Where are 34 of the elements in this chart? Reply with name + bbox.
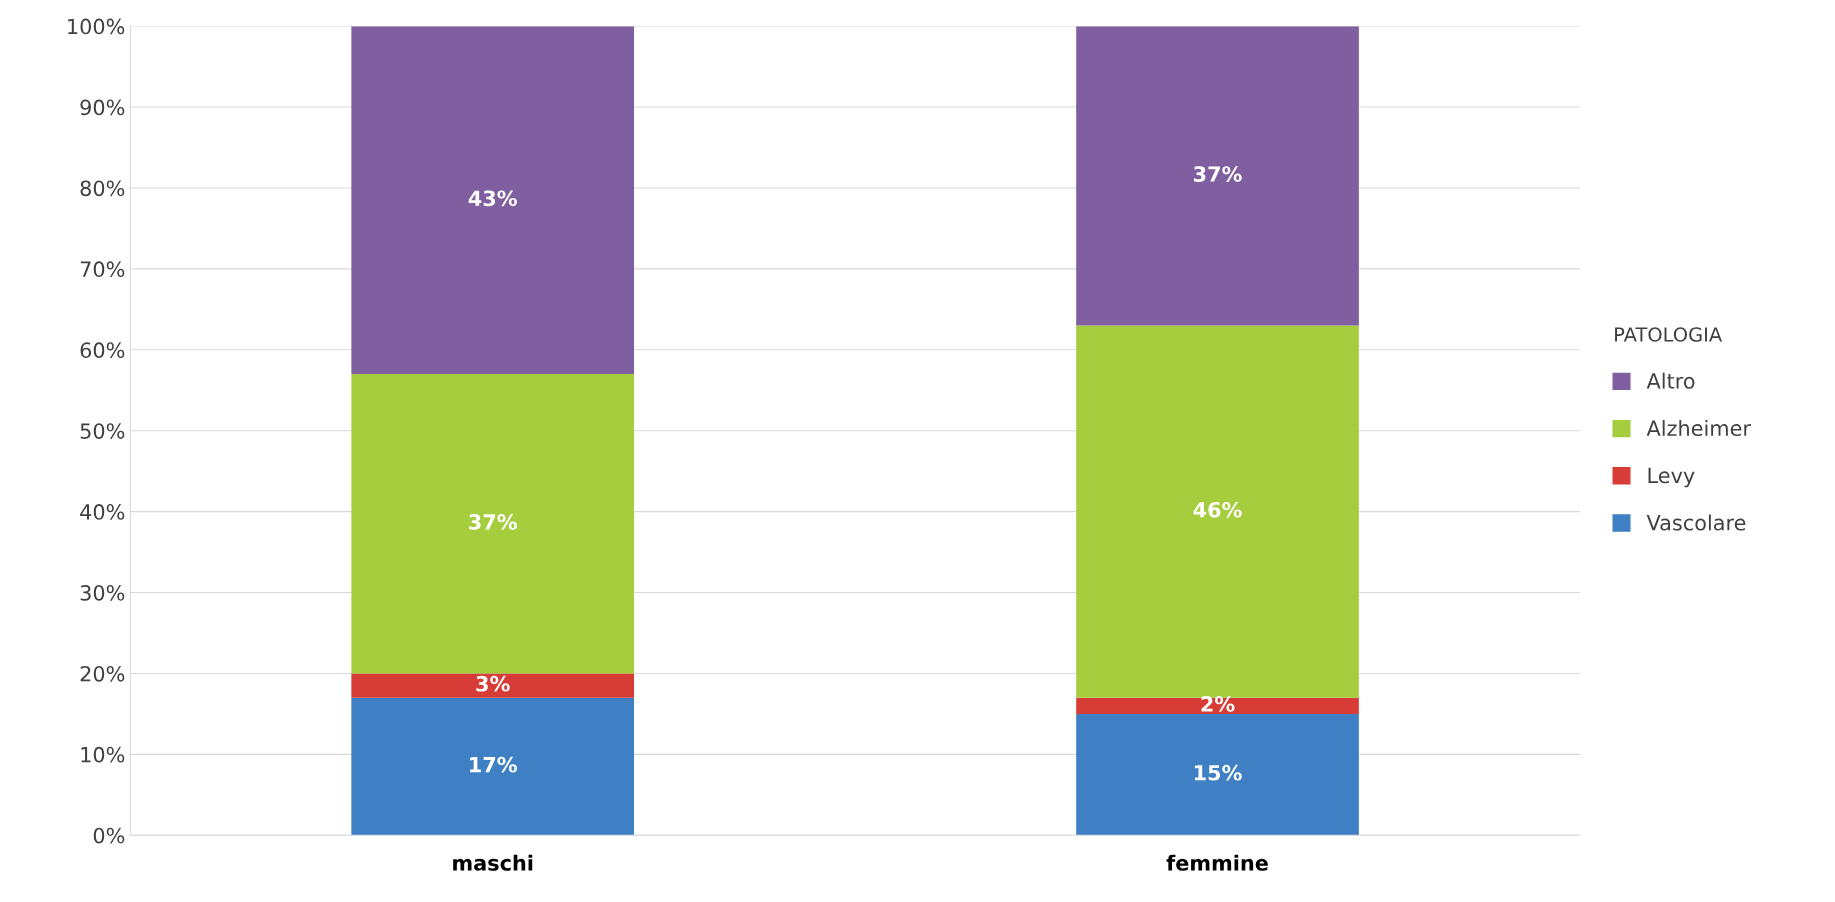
legend-label: Levy	[1648, 467, 1695, 488]
data-label: 2%	[1201, 696, 1235, 712]
y-tick-label: 50%	[80, 423, 125, 439]
bar	[1076, 325, 1359, 698]
data-label: 37%	[1193, 166, 1242, 182]
data-label: 3%	[476, 675, 510, 692]
x-tick-label: femmine	[1166, 854, 1268, 871]
bar	[1076, 26, 1359, 326]
bar	[351, 697, 635, 836]
data-label: 17%	[470, 756, 517, 773]
y-tick-label: 100%	[68, 18, 125, 35]
data-label: 37%	[469, 514, 517, 530]
y-tick-label: 80%	[80, 180, 125, 197]
bar	[351, 374, 635, 674]
legend-title: PATOLOGIA	[1615, 327, 1723, 342]
y-tick-label: 30%	[80, 584, 125, 601]
data-label: 15%	[1194, 764, 1242, 781]
y-tick-label: 0%	[93, 827, 125, 844]
legend-label: Vascolare	[1646, 514, 1746, 531]
y-tick-label: 40%	[80, 504, 125, 520]
bar	[351, 26, 635, 375]
data-label: 43%	[468, 190, 517, 207]
y-tick-label: 70%	[80, 261, 125, 278]
legend-label: Alzheimer	[1646, 419, 1751, 437]
bar	[1076, 697, 1359, 714]
data-label: 46%	[1193, 501, 1242, 518]
bar	[351, 673, 635, 698]
y-tick-label: 20%	[80, 665, 125, 682]
legend-label: Altro	[1646, 372, 1695, 389]
y-tick-label: 60%	[80, 342, 125, 359]
bar	[1076, 713, 1359, 836]
x-tick-label: maschi	[453, 854, 533, 871]
y-tick-label: 10%	[81, 746, 125, 763]
y-tick-label: 90%	[80, 99, 125, 116]
